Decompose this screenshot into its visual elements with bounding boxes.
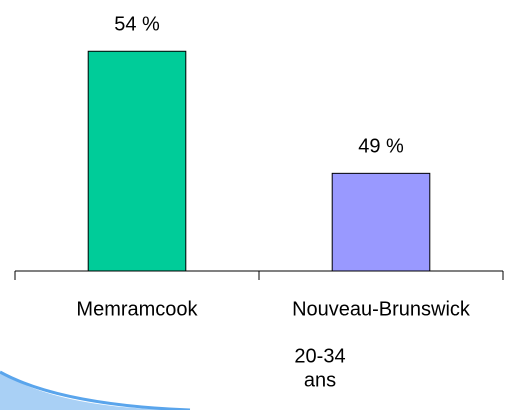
decor-arc-edge: [0, 370, 191, 410]
x-axis-label: 20-34: [294, 345, 345, 367]
value-label: 49 %: [358, 136, 404, 158]
x-tick-label: Memramcook: [76, 298, 198, 320]
bar: [87, 50, 187, 272]
x-tick-label: Nouveau-Brunswick: [292, 298, 471, 320]
x-axis-label: ans: [304, 369, 336, 391]
bar: [331, 172, 431, 272]
value-label: 54 %: [114, 14, 160, 36]
decor-arc: [0, 372, 190, 410]
